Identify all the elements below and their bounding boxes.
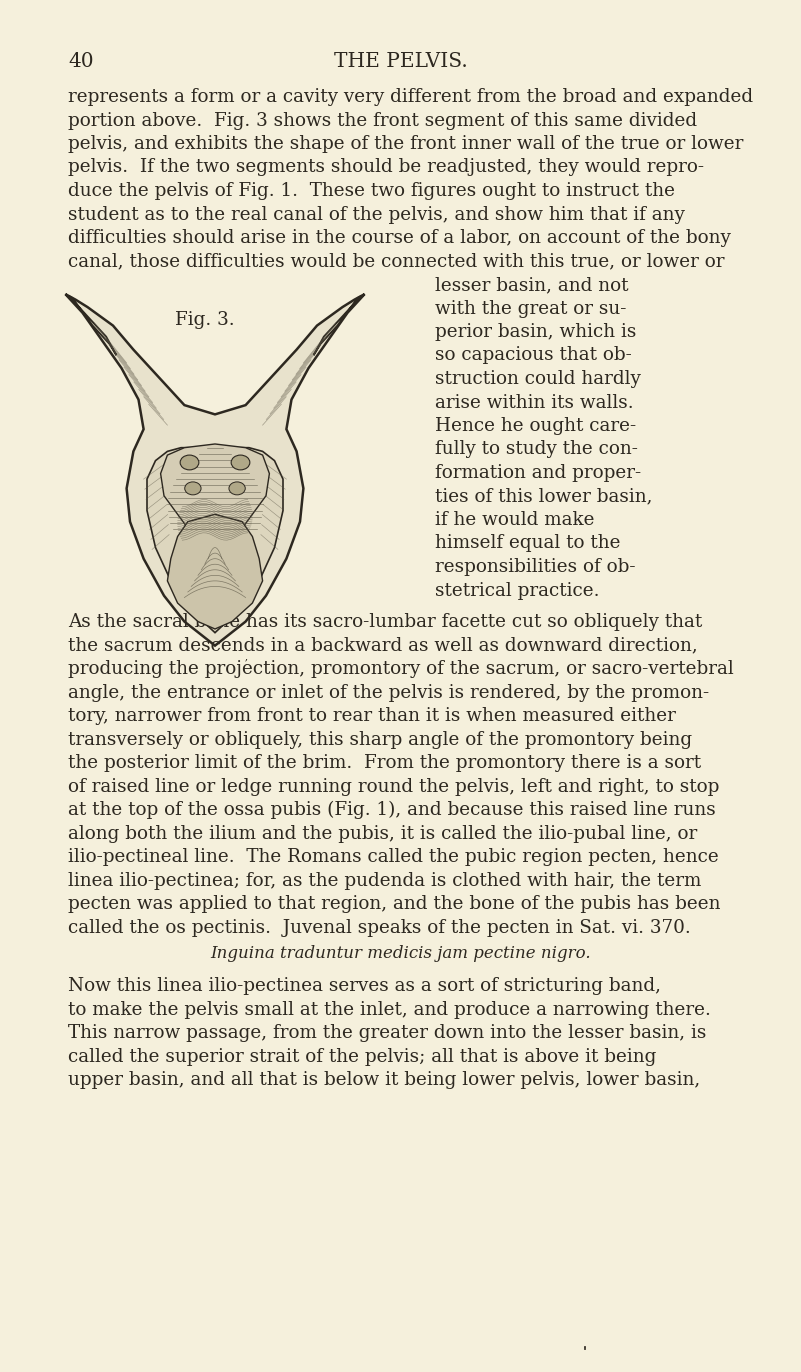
Text: the posterior limit of the brim.  From the promontory there is a sort: the posterior limit of the brim. From th… xyxy=(68,755,701,772)
Text: Inguina traduntur medicis jam pectine nigro.: Inguina traduntur medicis jam pectine ni… xyxy=(210,944,591,962)
Text: THE PELVIS.: THE PELVIS. xyxy=(334,52,467,71)
Text: 40: 40 xyxy=(68,52,94,71)
Text: so capacious that ob-: so capacious that ob- xyxy=(435,347,632,365)
Text: if he would make: if he would make xyxy=(435,510,594,530)
Text: linea ilio-pectinea; for, as the pudenda is clothed with hair, the term: linea ilio-pectinea; for, as the pudenda… xyxy=(68,871,702,889)
Text: difficulties should arise in the course of a labor, on account of the bony: difficulties should arise in the course … xyxy=(68,229,731,247)
Text: fully to study the con-: fully to study the con- xyxy=(435,440,638,458)
Text: himself equal to the: himself equal to the xyxy=(435,535,621,553)
Text: portion above.  Fig. 3 shows the front segment of this same divided: portion above. Fig. 3 shows the front se… xyxy=(68,111,697,129)
Text: struction could hardly: struction could hardly xyxy=(435,370,641,388)
Text: This narrow passage, from the greater down into the lesser basin, is: This narrow passage, from the greater do… xyxy=(68,1025,706,1043)
Text: ’: ’ xyxy=(244,659,247,668)
Text: formation and proper-: formation and proper- xyxy=(435,464,641,482)
Text: pelvis, and exhibits the shape of the front inner wall of the true or lower: pelvis, and exhibits the shape of the fr… xyxy=(68,134,743,154)
Text: along both the ilium and the pubis, it is called the ilio-pubal line, or: along both the ilium and the pubis, it i… xyxy=(68,825,697,842)
Text: transversely or obliquely, this sharp angle of the promontory being: transversely or obliquely, this sharp an… xyxy=(68,731,692,749)
Ellipse shape xyxy=(185,482,201,495)
Text: called the superior strait of the pelvis; all that is above it being: called the superior strait of the pelvis… xyxy=(68,1048,656,1066)
Text: tory, narrower from front to rear than it is when measured either: tory, narrower from front to rear than i… xyxy=(68,707,676,726)
Text: pecten was applied to that region, and the bone of the pubis has been: pecten was applied to that region, and t… xyxy=(68,895,721,914)
Text: ilio-pectineal line.  The Romans called the pubic region pecten, hence: ilio-pectineal line. The Romans called t… xyxy=(68,848,718,866)
Text: student as to the real canal of the pelvis, and show him that if any: student as to the real canal of the pelv… xyxy=(68,206,685,224)
Text: duce the pelvis of Fig. 1.  These two figures ought to instruct the: duce the pelvis of Fig. 1. These two fig… xyxy=(68,182,675,200)
Text: Hence he ought care-: Hence he ought care- xyxy=(435,417,636,435)
Text: of raised line or ledge running round the pelvis, left and right, to stop: of raised line or ledge running round th… xyxy=(68,778,719,796)
Text: stetrical practice.: stetrical practice. xyxy=(435,582,599,600)
Text: responsibilities of ob-: responsibilities of ob- xyxy=(435,558,635,576)
Text: lesser basin, and not: lesser basin, and not xyxy=(435,276,629,294)
Text: angle, the entrance or inlet of the pelvis is rendered, by the promon-: angle, the entrance or inlet of the pelv… xyxy=(68,683,709,701)
Text: As the sacral bone has its sacro-lumbar facette cut so obliquely that: As the sacral bone has its sacro-lumbar … xyxy=(68,613,702,631)
Text: producing the projection, promontory of the sacrum, or sacro-vertebral: producing the projection, promontory of … xyxy=(68,660,734,678)
Text: upper basin, and all that is below it being lower pelvis, lower basin,: upper basin, and all that is below it be… xyxy=(68,1072,700,1089)
Text: with the great or su-: with the great or su- xyxy=(435,299,626,317)
Text: ties of this lower basin,: ties of this lower basin, xyxy=(435,487,653,505)
Text: at the top of the ossa pubis (Fig. 1), and because this raised line runs: at the top of the ossa pubis (Fig. 1), a… xyxy=(68,801,716,819)
Ellipse shape xyxy=(229,482,245,495)
Ellipse shape xyxy=(231,456,250,469)
Text: the sacrum descends in a backward as well as downward direction,: the sacrum descends in a backward as wel… xyxy=(68,637,698,654)
Polygon shape xyxy=(69,296,116,355)
Text: arise within its walls.: arise within its walls. xyxy=(435,394,634,412)
Text: canal, those difficulties would be connected with this true, or lower or: canal, those difficulties would be conne… xyxy=(68,252,724,270)
Text: represents a form or a cavity very different from the broad and expanded: represents a form or a cavity very diffe… xyxy=(68,88,753,106)
Text: pelvis.  If the two segments should be readjusted, they would repro-: pelvis. If the two segments should be re… xyxy=(68,159,704,177)
Polygon shape xyxy=(167,514,263,628)
Text: •: • xyxy=(583,1347,586,1353)
Polygon shape xyxy=(314,296,361,355)
Text: to make the pelvis small at the inlet, and produce a narrowing there.: to make the pelvis small at the inlet, a… xyxy=(68,1002,710,1019)
Text: called the os pectinis.  Juvenal speaks of the pecten in Sat. vi. 370.: called the os pectinis. Juvenal speaks o… xyxy=(68,919,690,937)
Text: Fig. 3.: Fig. 3. xyxy=(175,311,235,329)
Polygon shape xyxy=(147,447,283,632)
Text: perior basin, which is: perior basin, which is xyxy=(435,322,636,342)
Polygon shape xyxy=(160,445,269,541)
Ellipse shape xyxy=(180,456,199,469)
Polygon shape xyxy=(66,294,364,646)
Text: Now this linea ilio-pectinea serves as a sort of stricturing band,: Now this linea ilio-pectinea serves as a… xyxy=(68,977,661,996)
Text: •: • xyxy=(583,1345,586,1351)
